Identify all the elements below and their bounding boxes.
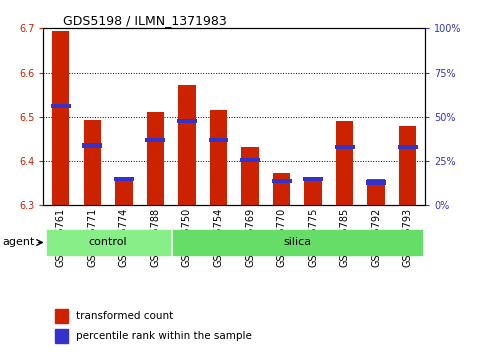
Bar xyxy=(173,230,422,255)
Bar xyxy=(399,126,416,205)
Bar xyxy=(240,158,260,162)
Bar xyxy=(55,309,68,323)
Text: GDS5198 / ILMN_1371983: GDS5198 / ILMN_1371983 xyxy=(63,14,227,27)
Bar xyxy=(271,179,292,183)
Bar xyxy=(210,110,227,205)
Bar xyxy=(273,173,290,205)
Bar xyxy=(55,329,68,343)
Bar xyxy=(398,145,418,149)
Bar xyxy=(52,30,70,205)
Bar xyxy=(336,121,353,205)
Bar xyxy=(366,180,386,184)
Bar xyxy=(368,179,385,205)
Bar xyxy=(114,177,134,181)
Text: silica: silica xyxy=(283,238,312,247)
Bar xyxy=(209,138,228,143)
Bar xyxy=(51,104,71,108)
Bar xyxy=(115,181,132,205)
Text: percentile rank within the sample: percentile rank within the sample xyxy=(76,331,252,341)
Bar xyxy=(303,177,323,181)
Text: agent: agent xyxy=(2,238,35,247)
Bar xyxy=(145,138,165,143)
Bar xyxy=(84,120,101,205)
Bar xyxy=(335,145,355,149)
Bar xyxy=(304,179,322,205)
Bar xyxy=(177,119,197,124)
Bar xyxy=(147,113,164,205)
Bar xyxy=(83,143,102,148)
Bar xyxy=(47,230,170,255)
Text: control: control xyxy=(89,238,128,247)
Text: transformed count: transformed count xyxy=(76,311,173,321)
Bar xyxy=(242,147,259,205)
Bar xyxy=(178,85,196,205)
